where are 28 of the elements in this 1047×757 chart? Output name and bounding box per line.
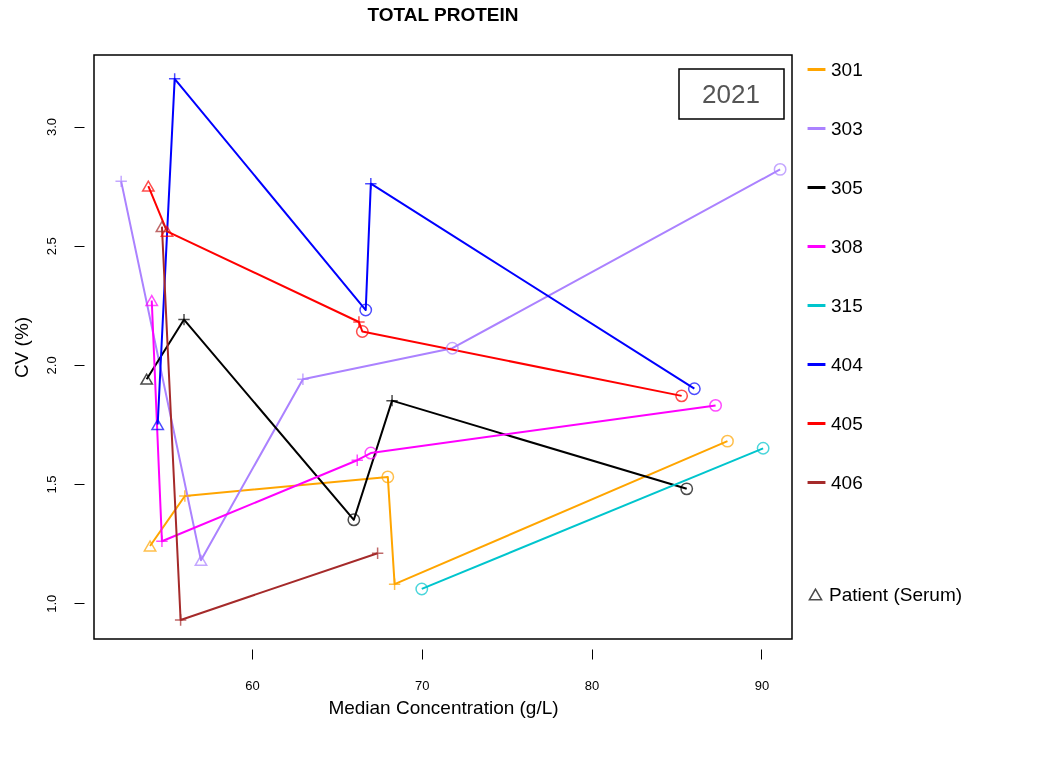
legend-label: 404 [831, 353, 864, 375]
legend-label: 303 [831, 117, 863, 139]
y-tick-label: 1.5 [43, 475, 59, 494]
point [756, 441, 770, 455]
legend-label: Patient (Serum) [829, 583, 963, 605]
y-tick-label: 1.0 [43, 594, 59, 613]
point [174, 613, 188, 627]
legend-label: 308 [831, 235, 863, 257]
y-tick-label: 3.0 [43, 117, 59, 137]
annotation: 2021 [702, 79, 760, 109]
point [415, 582, 429, 596]
x-tick-label: 80 [584, 677, 600, 693]
point [141, 180, 155, 192]
chart-title: TOTAL PROTEIN [367, 4, 519, 25]
y-tick-label: 2.5 [43, 237, 59, 256]
y-tick-label: 2.0 [43, 356, 59, 375]
x-axis-title: Median Concentration (g/L) [328, 696, 559, 718]
y-axis-title: CV (%) [10, 316, 32, 379]
legend-label: 305 [831, 176, 863, 198]
legend-label: 406 [831, 471, 863, 493]
point [160, 225, 174, 238]
legend-label: 315 [831, 294, 863, 316]
legend-label: 405 [831, 412, 863, 434]
legend-label: 301 [831, 58, 863, 80]
x-tick-label: 60 [245, 677, 260, 693]
point [371, 546, 385, 560]
x-tick-label: 70 [415, 677, 430, 693]
x-tick-label: 90 [754, 677, 770, 693]
